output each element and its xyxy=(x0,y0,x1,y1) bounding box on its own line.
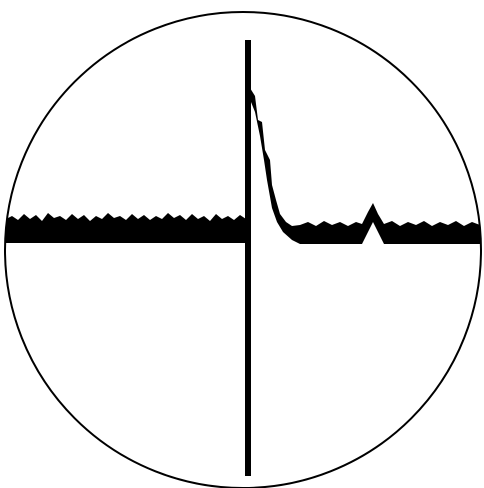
vertical-sweep-line xyxy=(245,40,251,476)
scope-display xyxy=(0,0,484,488)
page xyxy=(0,0,484,488)
